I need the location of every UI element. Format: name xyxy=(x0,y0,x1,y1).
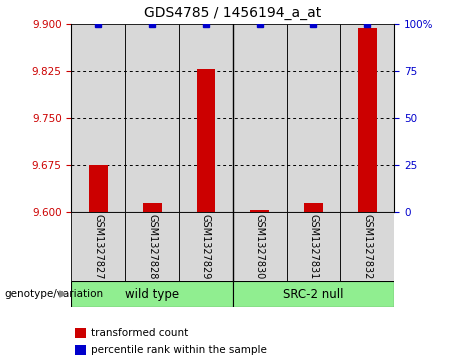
Bar xyxy=(287,212,340,281)
Bar xyxy=(250,210,269,212)
Bar xyxy=(287,24,340,212)
Bar xyxy=(179,24,233,212)
Title: GDS4785 / 1456194_a_at: GDS4785 / 1456194_a_at xyxy=(144,6,321,20)
Bar xyxy=(75,327,86,338)
Text: SRC-2 null: SRC-2 null xyxy=(283,287,344,301)
Bar xyxy=(71,281,233,307)
Text: wild type: wild type xyxy=(125,287,179,301)
Bar xyxy=(179,212,233,281)
Text: percentile rank within the sample: percentile rank within the sample xyxy=(91,345,267,355)
Text: transformed count: transformed count xyxy=(91,328,188,338)
Text: GSM1327827: GSM1327827 xyxy=(93,215,103,280)
Text: GSM1327829: GSM1327829 xyxy=(201,215,211,280)
Text: GSM1327828: GSM1327828 xyxy=(147,215,157,280)
Bar xyxy=(340,24,394,212)
Text: GSM1327830: GSM1327830 xyxy=(254,215,265,280)
Bar xyxy=(125,212,179,281)
Text: genotype/variation: genotype/variation xyxy=(5,289,104,299)
Bar xyxy=(125,24,179,212)
Bar xyxy=(233,281,394,307)
Bar xyxy=(304,203,323,212)
Bar xyxy=(71,212,125,281)
Bar xyxy=(75,345,86,355)
Bar xyxy=(89,165,108,212)
Bar xyxy=(233,212,287,281)
Bar xyxy=(71,24,125,212)
Bar xyxy=(358,28,377,212)
Text: GSM1327831: GSM1327831 xyxy=(308,215,319,280)
Bar xyxy=(340,212,394,281)
Bar xyxy=(233,24,287,212)
Bar xyxy=(196,69,215,212)
Text: GSM1327832: GSM1327832 xyxy=(362,215,372,280)
Bar xyxy=(143,203,161,212)
